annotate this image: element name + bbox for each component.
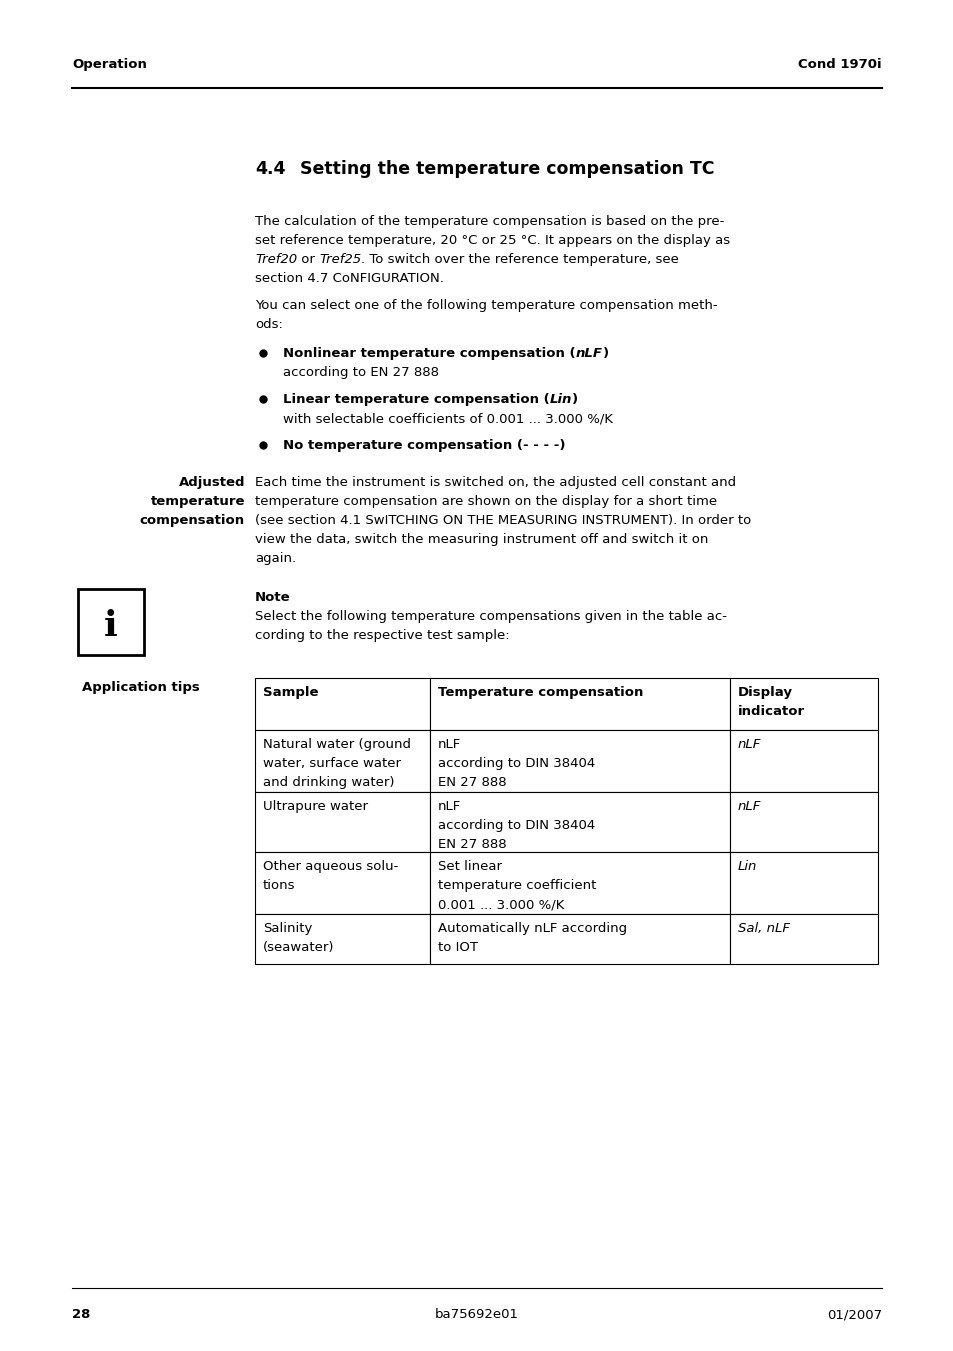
Text: Automatically nLF according: Automatically nLF according (437, 921, 626, 935)
Text: with selectable coefficients of 0.001 ... 3.000 %/K: with selectable coefficients of 0.001 ..… (283, 412, 613, 426)
Text: Lin: Lin (738, 861, 757, 873)
Text: EN 27 888: EN 27 888 (437, 775, 506, 789)
Text: (seawater): (seawater) (263, 942, 335, 954)
Text: temperature coefficient: temperature coefficient (437, 880, 596, 892)
Bar (430, 915, 729, 965)
Text: Tref20: Tref20 (254, 253, 296, 266)
Text: You can select one of the following temperature compensation meth-: You can select one of the following temp… (254, 299, 717, 312)
Text: 01/2007: 01/2007 (826, 1308, 882, 1321)
Text: view the data, switch the measuring instrument off and switch it on: view the data, switch the measuring inst… (254, 534, 708, 546)
Text: Operation: Operation (71, 58, 147, 72)
Bar (729, 852, 877, 915)
Text: nLF: nLF (738, 738, 760, 751)
Text: again.: again. (254, 553, 295, 565)
Text: according to DIN 38404: according to DIN 38404 (437, 757, 595, 770)
Text: ): ) (572, 393, 578, 407)
Text: Natural water (ground: Natural water (ground (263, 738, 411, 751)
Text: compensation: compensation (140, 513, 245, 527)
Bar (430, 730, 729, 792)
Text: Set linear: Set linear (437, 861, 501, 873)
Text: according to DIN 38404: according to DIN 38404 (437, 819, 595, 832)
Text: Sample: Sample (263, 686, 318, 698)
Text: Linear temperature compensation (: Linear temperature compensation ( (283, 393, 549, 407)
Text: 28: 28 (71, 1308, 91, 1321)
Text: Salinity: Salinity (263, 921, 312, 935)
Text: according to EN 27 888: according to EN 27 888 (283, 366, 438, 380)
Text: nLF: nLF (437, 738, 460, 751)
Text: cording to the respective test sample:: cording to the respective test sample: (254, 630, 509, 642)
Bar (430, 852, 729, 915)
Text: 4.4: 4.4 (254, 159, 285, 178)
Text: or: or (296, 253, 319, 266)
Text: Ultrapure water: Ultrapure water (263, 800, 368, 813)
Text: ): ) (602, 347, 608, 359)
Text: (see section 4.1 SᴡITCHING ON THE MEASURING INSTRUMENT). In order to: (see section 4.1 SᴡITCHING ON THE MEASUR… (254, 513, 750, 527)
Bar (430, 678, 729, 730)
Text: Display: Display (738, 686, 792, 698)
Bar (430, 792, 729, 852)
Bar (729, 915, 877, 965)
Text: Each time the instrument is switched on, the adjusted cell constant and: Each time the instrument is switched on,… (254, 476, 736, 489)
Text: Tref25: Tref25 (319, 253, 361, 266)
FancyBboxPatch shape (78, 589, 144, 655)
Text: Adjusted: Adjusted (178, 476, 245, 489)
Text: ba75692e01: ba75692e01 (435, 1308, 518, 1321)
Text: Temperature compensation: Temperature compensation (437, 686, 642, 698)
Text: Other aqueous solu-: Other aqueous solu- (263, 861, 398, 873)
Text: to IOT: to IOT (437, 942, 477, 954)
Text: nLF: nLF (575, 347, 602, 359)
Bar (254, 730, 430, 792)
Text: tions: tions (263, 880, 295, 892)
Text: Setting the temperature compensation TC: Setting the temperature compensation TC (299, 159, 714, 178)
Text: The calculation of the temperature compensation is based on the pre-: The calculation of the temperature compe… (254, 215, 723, 228)
Text: nLF: nLF (437, 800, 460, 813)
Text: Nonlinear temperature compensation (: Nonlinear temperature compensation ( (283, 347, 575, 359)
Text: indicator: indicator (738, 705, 804, 717)
Text: section 4.7 CᴏNFIGURATION.: section 4.7 CᴏNFIGURATION. (254, 272, 443, 285)
Bar (729, 678, 877, 730)
Text: No temperature compensation (- - - -): No temperature compensation (- - - -) (283, 439, 565, 453)
Text: Sal, nLF: Sal, nLF (738, 921, 789, 935)
Text: EN 27 888: EN 27 888 (437, 838, 506, 851)
Bar (729, 792, 877, 852)
Text: Select the following temperature compensations given in the table ac-: Select the following temperature compens… (254, 611, 726, 623)
Bar (254, 792, 430, 852)
Text: nLF: nLF (738, 800, 760, 813)
Text: Lin: Lin (549, 393, 572, 407)
Text: i: i (104, 609, 118, 643)
Bar (254, 915, 430, 965)
Text: 0.001 ... 3.000 %/K: 0.001 ... 3.000 %/K (437, 898, 564, 911)
Text: water, surface water: water, surface water (263, 757, 400, 770)
Bar (729, 730, 877, 792)
Text: and drinking water): and drinking water) (263, 775, 395, 789)
Text: ods:: ods: (254, 317, 283, 331)
Text: Cond 1970i: Cond 1970i (798, 58, 882, 72)
Text: temperature compensation are shown on the display for a short time: temperature compensation are shown on th… (254, 494, 717, 508)
Text: . To switch over the reference temperature, see: . To switch over the reference temperatu… (361, 253, 679, 266)
Text: Application tips: Application tips (82, 681, 199, 694)
Bar (254, 852, 430, 915)
Text: temperature: temperature (151, 494, 245, 508)
Text: Note: Note (254, 590, 291, 604)
Bar (254, 678, 430, 730)
Text: set reference temperature, 20 °C or 25 °C. It appears on the display as: set reference temperature, 20 °C or 25 °… (254, 234, 729, 247)
